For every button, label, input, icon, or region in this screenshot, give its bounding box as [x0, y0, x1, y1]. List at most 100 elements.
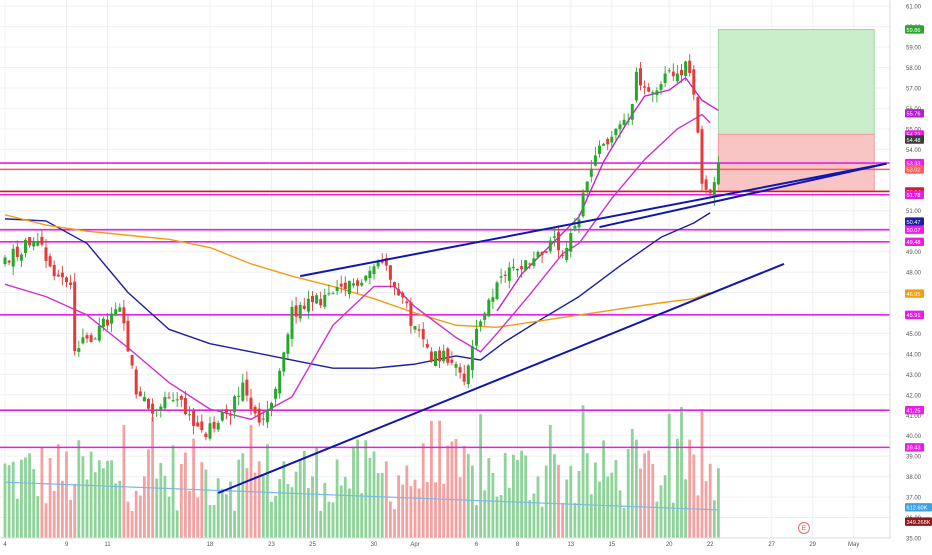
- candlestick[interactable]: [69, 275, 73, 290]
- candlestick[interactable]: [110, 307, 114, 333]
- candlestick[interactable]: [138, 386, 142, 397]
- candlestick[interactable]: [417, 324, 421, 338]
- candlestick[interactable]: [602, 142, 606, 147]
- candlestick[interactable]: [7, 259, 11, 266]
- candlestick[interactable]: [388, 264, 392, 289]
- candlestick[interactable]: [241, 373, 245, 402]
- candlestick[interactable]: [557, 225, 560, 258]
- candlestick[interactable]: [163, 391, 167, 411]
- candlestick[interactable]: [438, 346, 442, 368]
- candlestick[interactable]: [179, 394, 183, 408]
- candlestick[interactable]: [532, 251, 536, 269]
- candlestick[interactable]: [208, 416, 212, 441]
- candlestick[interactable]: [618, 120, 622, 138]
- candlestick[interactable]: [233, 394, 237, 419]
- candlestick[interactable]: [429, 347, 433, 363]
- candlestick[interactable]: [364, 275, 368, 283]
- candlestick[interactable]: [175, 391, 179, 408]
- candlestick[interactable]: [122, 299, 126, 331]
- candlestick[interactable]: [339, 275, 343, 294]
- trend-line[interactable]: [599, 162, 887, 229]
- candlestick[interactable]: [491, 288, 495, 309]
- candlestick[interactable]: [569, 227, 573, 258]
- candlestick[interactable]: [306, 290, 310, 319]
- candlestick[interactable]: [19, 252, 23, 268]
- candlestick[interactable]: [126, 315, 130, 352]
- candlestick[interactable]: [372, 263, 376, 280]
- candlestick[interactable]: [77, 340, 81, 358]
- candlestick[interactable]: [93, 337, 97, 340]
- candlestick[interactable]: [319, 291, 323, 309]
- candlestick[interactable]: [684, 60, 688, 81]
- candlestick[interactable]: [171, 392, 175, 403]
- candlestick[interactable]: [302, 297, 306, 310]
- candlestick[interactable]: [667, 67, 671, 74]
- candlestick[interactable]: [335, 279, 339, 295]
- candlestick[interactable]: [85, 332, 89, 343]
- candlestick[interactable]: [692, 65, 696, 101]
- candlestick[interactable]: [265, 400, 269, 429]
- candlestick[interactable]: [24, 237, 27, 258]
- trend-line[interactable]: [217, 262, 785, 494]
- horizontal-levels[interactable]: [0, 162, 890, 449]
- candlestick[interactable]: [540, 251, 544, 263]
- candlestick[interactable]: [298, 301, 302, 322]
- candlestick[interactable]: [28, 236, 32, 248]
- candlestick[interactable]: [688, 54, 692, 77]
- candlestick[interactable]: [639, 62, 642, 91]
- candlestick[interactable]: [507, 261, 511, 289]
- candlestick[interactable]: [536, 250, 540, 259]
- candlestick[interactable]: [3, 254, 7, 267]
- candlestick[interactable]: [220, 409, 224, 422]
- candlestick[interactable]: [716, 156, 720, 186]
- candlestick[interactable]: [343, 276, 347, 297]
- candlestick[interactable]: [11, 244, 15, 276]
- candlestick[interactable]: [101, 316, 105, 331]
- candlestick[interactable]: [331, 291, 335, 295]
- candlestick[interactable]: [524, 260, 528, 272]
- candlestick[interactable]: [151, 398, 155, 422]
- candlestick[interactable]: [610, 131, 614, 147]
- candlestick[interactable]: [315, 293, 319, 305]
- candlestick[interactable]: [294, 296, 298, 324]
- candlestick[interactable]: [167, 392, 171, 399]
- candlestick[interactable]: [708, 188, 712, 197]
- candlestick[interactable]: [630, 103, 634, 125]
- candlestick[interactable]: [224, 404, 228, 420]
- candlestick[interactable]: [118, 303, 122, 312]
- candlestick[interactable]: [249, 388, 253, 416]
- candlestick[interactable]: [458, 363, 462, 379]
- candlestick[interactable]: [446, 346, 450, 366]
- candlestick[interactable]: [466, 364, 470, 389]
- earnings-marker[interactable]: E: [798, 522, 810, 534]
- candlestick[interactable]: [274, 386, 278, 406]
- candlestick[interactable]: [487, 298, 491, 317]
- candlestick[interactable]: [442, 344, 446, 364]
- candlestick[interactable]: [200, 414, 204, 433]
- candlestick[interactable]: [81, 328, 85, 345]
- candlestick[interactable]: [270, 401, 273, 417]
- candlestick[interactable]: [286, 332, 290, 359]
- candlestick[interactable]: [360, 279, 364, 288]
- candlestick[interactable]: [593, 146, 597, 167]
- candlestick[interactable]: [56, 269, 60, 277]
- candlestick[interactable]: [130, 354, 134, 369]
- candlestick[interactable]: [204, 431, 208, 441]
- candlestick[interactable]: [32, 237, 36, 251]
- candlestick[interactable]: [565, 242, 569, 263]
- candlestick[interactable]: [261, 410, 265, 426]
- candlestick[interactable]: [60, 265, 64, 286]
- candlestick[interactable]: [544, 251, 548, 254]
- candlestick[interactable]: [257, 402, 261, 427]
- candlestick[interactable]: [462, 364, 466, 386]
- candlestick[interactable]: [405, 297, 409, 309]
- candlestick[interactable]: [347, 280, 351, 299]
- candlesticks[interactable]: [3, 54, 720, 441]
- candlestick[interactable]: [704, 175, 708, 194]
- candlestick[interactable]: [483, 311, 487, 326]
- candlestick[interactable]: [290, 300, 294, 347]
- candlestick[interactable]: [495, 280, 499, 301]
- candlestick[interactable]: [52, 260, 56, 281]
- candlestick[interactable]: [356, 277, 360, 294]
- candlestick[interactable]: [245, 371, 249, 402]
